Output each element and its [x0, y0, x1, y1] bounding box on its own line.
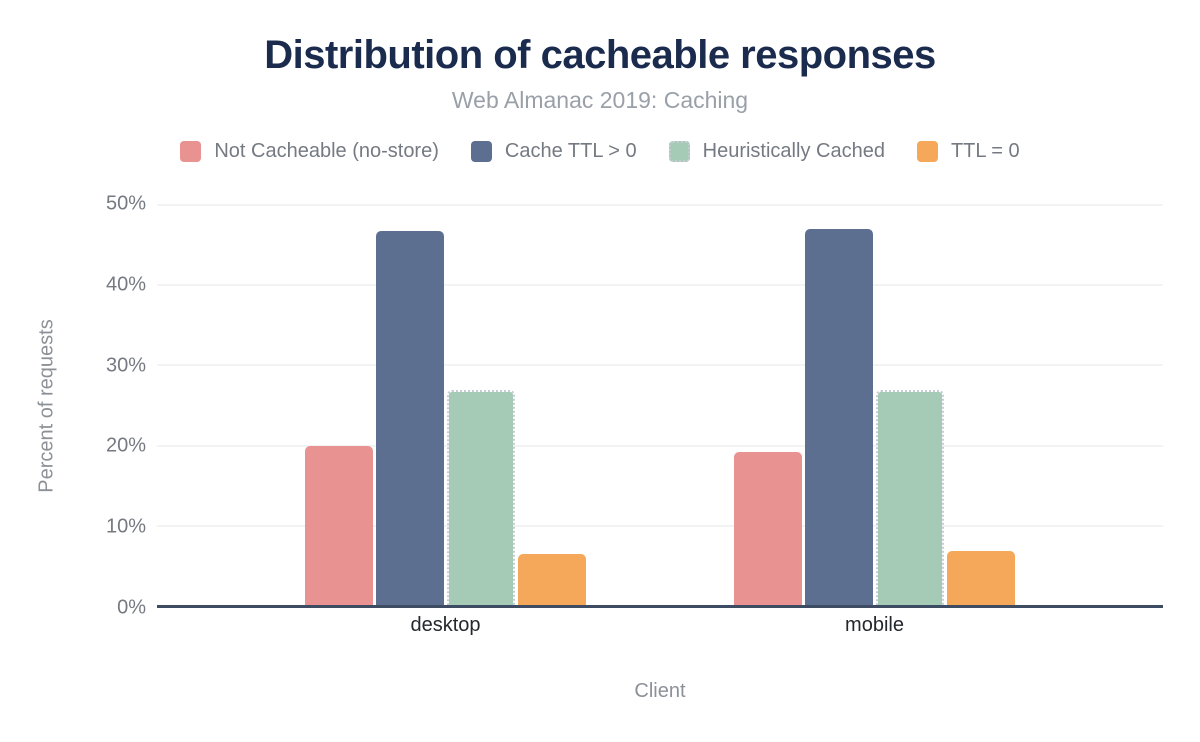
legend-swatch-heuristic	[668, 141, 690, 162]
y-tick-40: 40%	[105, 273, 146, 296]
chart-title: Distribution of cacheable responses	[264, 33, 936, 77]
gridline-40	[157, 284, 1163, 287]
bar-group-desktop	[305, 204, 586, 605]
gridline-50	[157, 204, 1163, 206]
gridline-20	[157, 444, 1163, 447]
legend-swatch-not-cacheable	[180, 141, 202, 162]
legend: Not Cacheable (no-store) Cache TTL > 0 H…	[0, 140, 1200, 163]
y-tick-10: 10%	[105, 515, 146, 538]
legend-swatch-cache-ttl	[470, 141, 492, 162]
bar-mobile-heuristically-cached	[876, 390, 944, 605]
gridline-30	[157, 364, 1163, 367]
y-axis-ticks: 50% 40% 30% 20% 10% 0%	[0, 193, 146, 619]
bar-desktop-not-cacheable	[305, 446, 373, 605]
legend-item-cache-ttl: Cache TTL > 0	[470, 140, 637, 163]
x-category-mobile: mobile	[845, 614, 904, 636]
bar-desktop-heuristically-cached	[447, 390, 515, 605]
y-tick-30: 30%	[105, 354, 146, 377]
bar-mobile-ttl0	[947, 551, 1015, 605]
legend-item-heuristic: Heuristically Cached	[668, 140, 885, 163]
bar-mobile-not-cacheable	[734, 451, 802, 605]
x-axis-title: Client	[634, 680, 686, 702]
bar-desktop-ttl0	[518, 554, 586, 605]
x-category-desktop: desktop	[410, 614, 481, 636]
y-tick-0: 0%	[117, 596, 146, 619]
bar-mobile-cache-ttl	[805, 228, 873, 605]
chart-subtitle: Web Almanac 2019: Caching	[451, 87, 749, 113]
legend-label-not-cacheable: Not Cacheable (no-store)	[214, 140, 439, 162]
legend-item-not-cacheable: Not Cacheable (no-store)	[180, 140, 439, 163]
bar-group-mobile	[734, 204, 1015, 605]
legend-swatch-ttl0	[916, 141, 938, 162]
y-tick-50: 50%	[105, 192, 146, 215]
bar-desktop-cache-ttl	[376, 231, 444, 605]
gridline-10	[157, 524, 1163, 527]
legend-item-ttl0: TTL = 0	[916, 140, 1020, 163]
plot-area	[157, 204, 1163, 608]
legend-label-cache-ttl: Cache TTL > 0	[504, 140, 637, 162]
y-tick-20: 20%	[105, 434, 146, 457]
legend-label-ttl0: TTL = 0	[950, 140, 1020, 162]
legend-label-heuristic: Heuristically Cached	[702, 140, 885, 162]
